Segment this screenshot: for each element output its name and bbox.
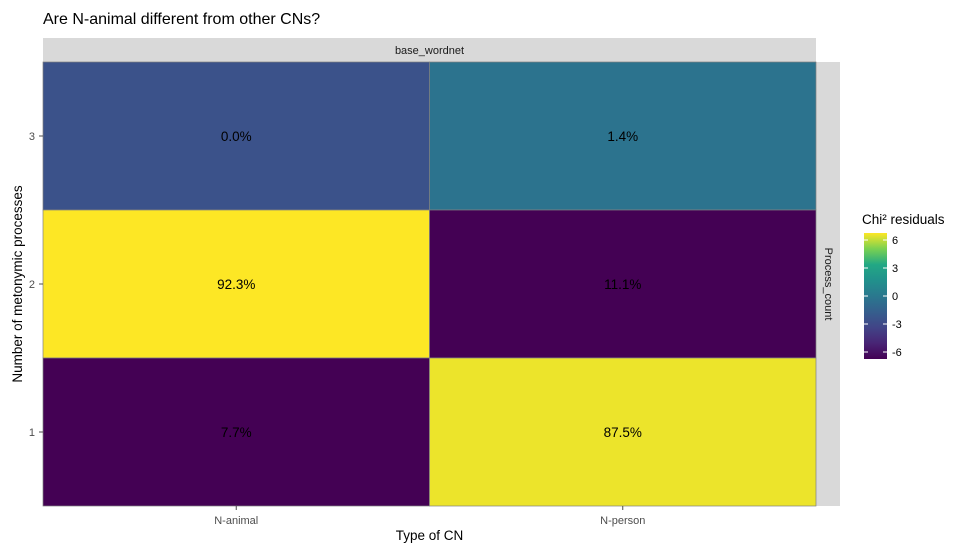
- facet-strip-right: [816, 62, 840, 506]
- facet-strip-right-label: Process_count: [822, 248, 834, 321]
- heatmap-cell-n-person-2: [429, 209, 817, 359]
- y-tick-label: 2: [29, 279, 35, 291]
- heatmap-cells: [42, 61, 817, 507]
- cell-label-n-person-2: 11.1%: [604, 277, 641, 292]
- cell-label-n-person-3: 1.4%: [607, 129, 638, 144]
- x-tick-label: N-person: [600, 515, 645, 527]
- cell-label-n-person-1: 87.5%: [604, 425, 642, 440]
- facet-strip-top: [43, 38, 816, 62]
- heatmap-cell-n-person-1: [429, 357, 817, 507]
- x-axis-ticks: N-animal N-person: [214, 506, 645, 527]
- heatmap-cell-n-person-3: [429, 61, 817, 211]
- x-axis-label: Type of CN: [396, 528, 464, 543]
- y-tick-label: 1: [29, 427, 35, 439]
- heatmap-cell-n-animal-2: [42, 209, 430, 359]
- legend-title: Chi² residuals: [862, 212, 945, 227]
- legend-tick-label: 3: [892, 263, 898, 275]
- legend-tick-label: 6: [892, 235, 898, 247]
- y-tick-label: 3: [29, 131, 35, 143]
- legend-colorbar: [864, 233, 887, 359]
- y-axis-label: Number of metonymic processes: [10, 185, 25, 383]
- legend-tick-label: -6: [892, 347, 902, 359]
- legend-tick-label: 0: [892, 291, 898, 303]
- chart-title: Are N-animal different from other CNs?: [43, 11, 320, 28]
- legend-tick-label: -3: [892, 319, 902, 331]
- facet-strip-top-label: base_wordnet: [395, 45, 464, 57]
- heatmap-cell-n-animal-1: [42, 357, 430, 507]
- heatmap-cell-labels: 0.0% 1.4% 92.3% 11.1% 7.7% 87.5%: [217, 129, 642, 440]
- cell-label-n-animal-1: 7.7%: [221, 425, 252, 440]
- y-axis-ticks: 3 2 1: [29, 131, 43, 439]
- cell-label-n-animal-2: 92.3%: [217, 277, 255, 292]
- x-tick-label: N-animal: [214, 515, 258, 527]
- cell-label-n-animal-3: 0.0%: [221, 129, 252, 144]
- legend-ticks: 6 3 0 -3 -6: [864, 235, 902, 359]
- heatmap-cell-n-animal-3: [42, 61, 430, 211]
